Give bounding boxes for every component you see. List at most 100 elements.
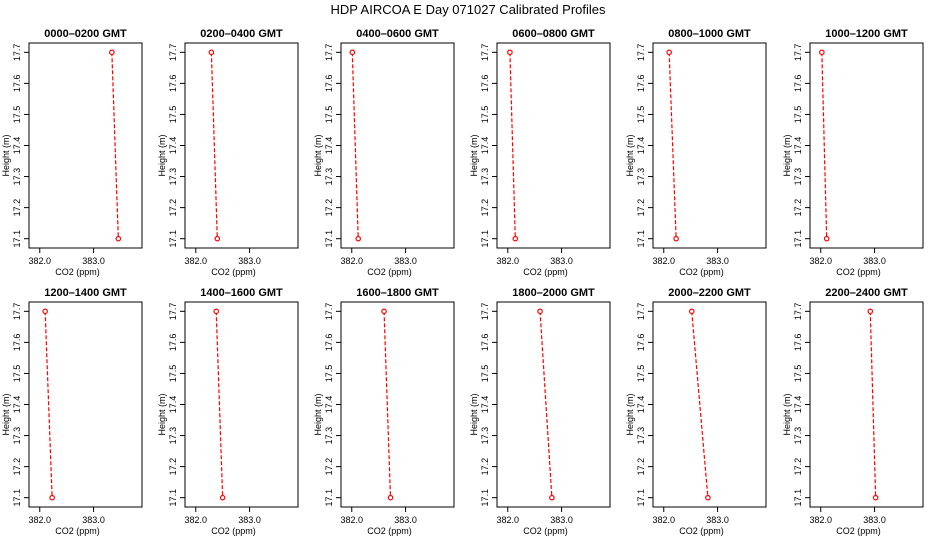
data-point — [537, 308, 543, 315]
y-tick-label: 17.7 — [168, 303, 178, 321]
x-tick-label: 383.0 — [82, 515, 105, 525]
y-axis-label: Height (m) — [313, 393, 323, 435]
y-axis-label: Height (m) — [313, 134, 323, 176]
y-tick-label: 17.6 — [480, 75, 490, 93]
y-tick-label: 17.6 — [12, 334, 22, 352]
plot-frame — [184, 301, 299, 508]
plot-frame — [28, 42, 143, 249]
y-tick-label: 17.3 — [636, 427, 646, 445]
data-point — [49, 494, 55, 501]
panel-1: 0000–0200 GMT 382.0 383.0 17.1 17.2 17.3 17.4 1… — [1, 28, 143, 277]
x-tick-label: 383.0 — [550, 256, 573, 266]
data-point — [213, 308, 220, 315]
x-tick-label: 382.0 — [340, 515, 363, 525]
y-tick-label: 17.7 — [636, 44, 646, 62]
y-tick-label: 17.6 — [324, 75, 334, 93]
profile-line — [383, 311, 392, 498]
profile-line — [821, 52, 828, 239]
y-tick-label: 17.1 — [636, 230, 646, 248]
data-point — [823, 235, 830, 242]
y-tick-label: 17.1 — [793, 230, 803, 248]
y-tick-label: 17.3 — [324, 168, 334, 186]
y-tick-label: 17.7 — [793, 44, 803, 62]
y-tick-label: 17.1 — [168, 230, 178, 248]
y-axis-label: Height (m) — [157, 393, 167, 435]
y-tick-label: 17.6 — [793, 75, 803, 93]
y-tick-label: 17.5 — [12, 365, 22, 383]
x-tick-label: 382.0 — [28, 515, 51, 525]
panel-title: 0000–0200 GMT — [44, 28, 127, 40]
panel-title: 2200–2400 GMT — [825, 287, 908, 299]
panel-8: 1400–1600 GMT 382.0 383.0 17.1 17.2 17.3 17.4 1… — [157, 287, 299, 536]
y-tick-label: 17.2 — [168, 458, 178, 476]
y-tick-label: 17.1 — [324, 489, 334, 507]
data-point — [688, 308, 695, 315]
profile-line — [691, 311, 709, 498]
data-point — [219, 494, 226, 501]
data-point — [214, 235, 221, 242]
profile-line — [668, 52, 677, 239]
y-tick-label: 17.4 — [324, 137, 334, 155]
y-tick-label: 17.5 — [324, 106, 334, 124]
x-tick-label: 382.0 — [496, 515, 519, 525]
y-tick-label: 17.2 — [168, 199, 178, 217]
y-axis-label: Height (m) — [782, 134, 792, 176]
y-tick-label: 17.7 — [324, 44, 334, 62]
panel-title: 2000–2200 GMT — [668, 287, 751, 299]
y-tick-label: 17.2 — [636, 199, 646, 217]
data-point — [549, 494, 555, 501]
x-tick-label: 383.0 — [706, 515, 729, 525]
plot-frame — [652, 301, 767, 508]
y-tick-label: 17.3 — [12, 168, 22, 186]
y-tick-label: 17.1 — [793, 489, 803, 507]
y-tick-label: 17.6 — [793, 334, 803, 352]
plot-frame — [809, 42, 924, 249]
x-tick-label: 383.0 — [863, 256, 886, 266]
x-axis-label: CO2 (ppm) — [679, 267, 724, 277]
y-axis-label: Height (m) — [625, 134, 635, 176]
y-tick-label: 17.4 — [636, 396, 646, 414]
x-axis-label: CO2 (ppm) — [367, 526, 412, 536]
plot-frame — [809, 301, 924, 508]
panels-grid: 0000–0200 GMT 382.0 383.0 17.1 17.2 17.3 17.4 1… — [1, 28, 924, 536]
y-tick-label: 17.3 — [168, 427, 178, 445]
y-tick-label: 17.5 — [168, 106, 178, 124]
y-tick-label: 17.2 — [793, 199, 803, 217]
plot-frame — [184, 42, 299, 249]
x-tick-label: 383.0 — [706, 256, 729, 266]
panel-title: 1400–1600 GMT — [200, 287, 283, 299]
y-tick-label: 17.3 — [324, 427, 334, 445]
y-tick-label: 17.1 — [636, 489, 646, 507]
x-tick-label: 382.0 — [652, 515, 675, 525]
panel-7: 1200–1400 GMT 382.0 383.0 17.1 17.2 17.3 17.4 1… — [1, 287, 143, 536]
x-axis-label: CO2 (ppm) — [523, 267, 568, 277]
y-tick-label: 17.6 — [480, 334, 490, 352]
y-tick-label: 17.5 — [324, 365, 334, 383]
profile-line — [351, 52, 359, 239]
panel-title: 1200–1400 GMT — [44, 287, 127, 299]
x-tick-label: 382.0 — [809, 515, 832, 525]
y-tick-label: 17.2 — [480, 458, 490, 476]
data-point — [381, 308, 387, 315]
y-tick-label: 17.3 — [168, 168, 178, 186]
data-point — [705, 494, 711, 501]
data-point — [208, 49, 215, 56]
y-tick-label: 17.6 — [324, 334, 334, 352]
y-tick-label: 17.2 — [480, 199, 490, 217]
data-point — [507, 49, 513, 56]
y-tick-label: 17.3 — [12, 427, 22, 445]
panel-title: 0400–0600 GMT — [356, 28, 439, 40]
y-axis-label: Height (m) — [469, 134, 479, 176]
y-tick-label: 17.4 — [636, 137, 646, 155]
y-tick-label: 17.3 — [793, 168, 803, 186]
y-tick-label: 17.7 — [12, 44, 22, 62]
y-tick-label: 17.2 — [12, 458, 22, 476]
x-tick-label: 382.0 — [28, 256, 51, 266]
y-tick-label: 17.4 — [793, 396, 803, 414]
y-tick-label: 17.6 — [168, 75, 178, 93]
y-tick-label: 17.4 — [168, 137, 178, 155]
profile-line — [509, 52, 516, 239]
y-tick-label: 17.1 — [480, 230, 490, 248]
profile-line — [215, 311, 224, 498]
y-tick-label: 17.1 — [480, 489, 490, 507]
